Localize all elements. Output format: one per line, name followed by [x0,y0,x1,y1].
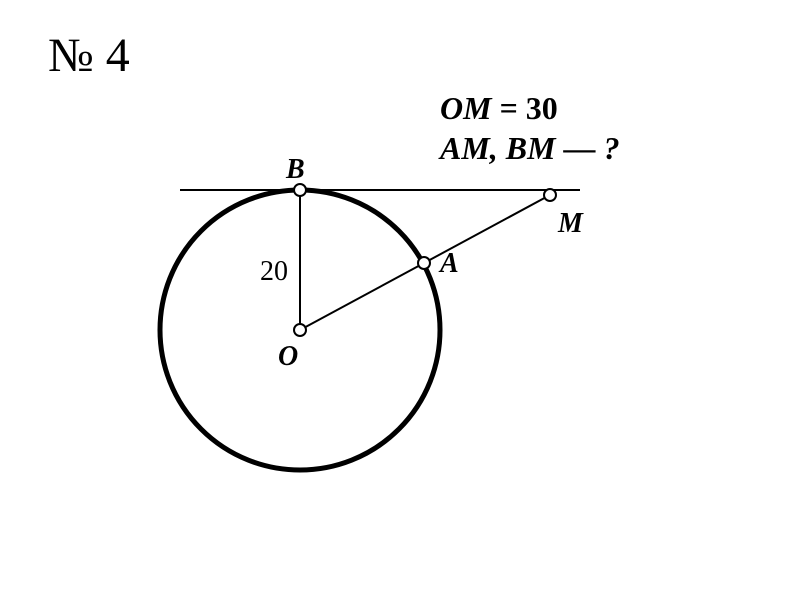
label-b: B [285,154,305,185]
given-om-val: = 30 [492,90,558,126]
label-a: A [438,248,459,279]
label-m: M [557,208,584,239]
point-a-marker [418,257,430,269]
given-om: OM [440,90,492,126]
geometry-figure: B M A O 20 [120,140,640,520]
point-b-marker [294,184,306,196]
given-line-1: OM = 30 [440,88,620,128]
problem-number: № 4 [48,28,130,83]
point-o-marker [294,324,306,336]
point-m-marker [544,189,556,201]
label-radius-20: 20 [260,256,288,287]
label-o: O [278,341,298,372]
